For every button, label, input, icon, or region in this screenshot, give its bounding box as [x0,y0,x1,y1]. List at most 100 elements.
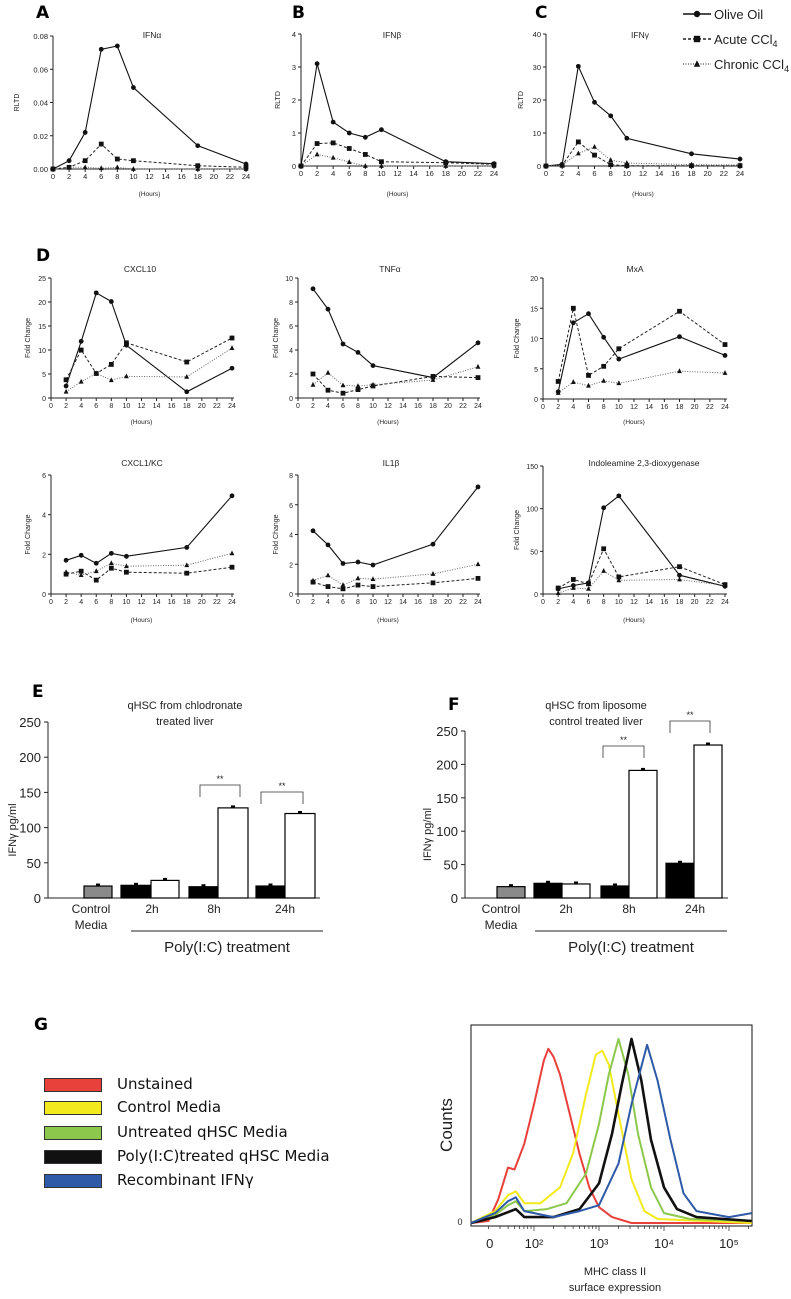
y-tick-label: 100 [526,507,538,514]
x-tick-label: 6 [99,172,103,181]
x-tick-label: 10² [525,1236,544,1251]
marker-chronic-ccl4 [693,60,701,67]
x-tick-label: 20 [703,169,711,178]
marker-chronic-ccl4 [124,373,129,379]
marker-olive-oil [82,130,88,135]
x-tick-label: 0 [541,599,545,606]
y-tick-label: 6 [42,473,46,480]
x-category-label: 2h [145,902,158,916]
series-line-olive [65,495,233,564]
legend-swatch [44,1150,102,1164]
error-bar [706,742,710,746]
x-tick-label: 20 [444,403,452,410]
series-legend: Olive Oil Acute CCl4 Chronic CCl4 [683,7,789,74]
marker-chronic-ccl4 [616,380,622,386]
x-tick-label: 0 [299,169,303,178]
y-tick-label: 0.00 [33,165,48,174]
panel-label-c: C [535,3,548,23]
y-tick-label: 10 [285,276,293,283]
plot-frame [470,1024,753,1227]
x-tick-label: 14 [161,172,169,181]
x-axis-label: (Hours) [131,617,153,624]
marker-chronic-ccl4 [608,157,614,162]
marker-acute-ccl4 [677,308,682,314]
x-tick-label: 10⁴ [654,1236,674,1251]
legend-swatch [44,1126,102,1140]
x-tick-label: 22 [474,169,482,178]
legend-label: Acute CCl4 [714,32,778,49]
marker-olive-oil [475,484,481,490]
error-bar [641,767,645,771]
marker-acute-ccl4 [93,577,99,583]
marker-olive-oil [693,10,701,18]
y-tick-label: 4 [42,513,46,520]
y-tick-label: 0 [42,592,46,599]
marker-olive-oil [340,341,346,347]
chart-title: qHSC from chlodronate [128,700,243,712]
series-line-acute [66,566,233,581]
x-axis-label: (Hours) [387,191,409,198]
y-axis-label: Fold Change [514,318,521,358]
x-tick-label: 20 [458,169,466,178]
marker-chronic-ccl4 [592,143,597,149]
y-tick-label: 4 [289,348,293,355]
bar-8h-1 [628,769,658,899]
marker-acute-ccl4 [722,342,728,347]
marker-chronic-ccl4 [586,585,591,591]
marker-acute-ccl4 [184,359,190,365]
y-tick-label: 150 [526,464,538,471]
y-tick-label: 2 [42,552,46,559]
x-tick-label: 16 [671,169,679,178]
series-olive [555,311,728,395]
y-axis-label: Fold Change [273,514,280,554]
significance-label: ** [216,774,224,784]
series-line-chronic [66,552,233,576]
error-bar [574,881,578,884]
marker-olive-oil [370,562,376,568]
x-axis-label: (Hours) [131,419,153,426]
x-tick-label: 0 [296,403,300,410]
marker-olive-oil [355,559,361,565]
series-line-olive [52,45,247,170]
marker-chronic-ccl4 [50,166,56,171]
marker-chronic-ccl4 [98,165,104,171]
legend-swatch [44,1174,102,1188]
marker-acute-ccl4 [475,575,481,581]
x-tick-label: 10 [129,172,137,181]
marker-acute-ccl4 [355,582,361,588]
x-tick-label: 20 [198,403,206,410]
x-tick-label: 10 [615,404,623,411]
x-tick-label: 24 [721,599,729,606]
marker-acute-ccl4 [693,35,701,43]
y-tick-label: 30 [533,63,541,72]
series-chronic [543,143,743,168]
x-tick-label: 10 [377,169,385,178]
x-tick-label: 12 [138,403,146,410]
error-bar [231,805,235,808]
y-tick-label: 5 [534,367,538,374]
marker-chronic-ccl4 [229,550,235,556]
x-category-label: Media [75,918,108,932]
group-axis-label: Poly(I:C) treatment [568,939,695,956]
x-tick-label: 16 [177,172,185,181]
marker-chronic-ccl4 [430,377,436,382]
marker-chronic-ccl4 [555,390,561,395]
x-tick-label: 10³ [590,1236,609,1251]
series-olive [298,61,497,169]
marker-chronic-ccl4 [370,576,376,582]
legend-item-unstained: Unstained [44,1075,193,1093]
bar-8h-0 [600,885,630,899]
marker-chronic-ccl4 [370,381,376,387]
y-tick-label: 25 [38,276,46,283]
x-tick-label: 8 [109,403,113,410]
x-tick-label: 18 [442,169,450,178]
y-tick-label: 0 [534,592,538,599]
series-acute [310,371,481,396]
legend-item-olive: Olive Oil [683,7,763,22]
marker-olive-oil [108,299,114,304]
series-acute [63,564,235,583]
x-tick-label: 22 [706,599,714,606]
marker-acute-ccl4 [586,581,591,587]
